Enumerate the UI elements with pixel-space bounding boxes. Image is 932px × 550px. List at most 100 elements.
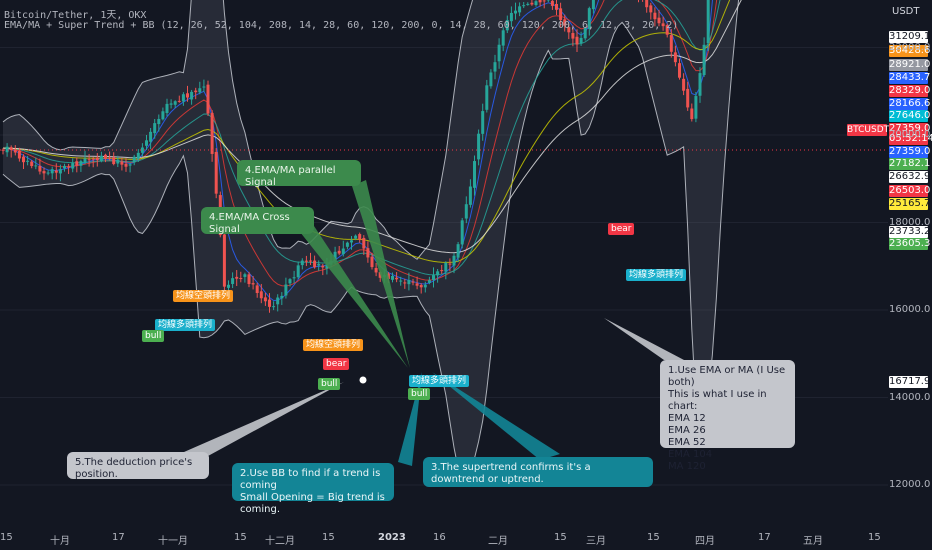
candle-body <box>165 103 169 113</box>
price-label: 27359.0 <box>889 123 931 135</box>
candle-body <box>534 1 538 6</box>
candle-body <box>649 5 653 13</box>
x-tick-label: 15 <box>0 532 13 543</box>
price-label: 25165.7 <box>889 198 931 210</box>
candle-body <box>38 165 42 172</box>
candle-body <box>54 170 58 173</box>
y-tick-label: 16000.0 <box>889 304 931 315</box>
candle-body <box>145 140 148 146</box>
candle-body <box>563 19 567 26</box>
candle-body <box>313 260 317 268</box>
candle-body <box>120 161 124 165</box>
y-tick-label: 12000.0 <box>889 479 931 490</box>
candle-body <box>124 163 128 167</box>
candle-body <box>575 36 579 45</box>
candle-body <box>468 186 472 205</box>
tag-bear-label: bear <box>323 358 350 370</box>
callout-ema-cross: 4.EMA/MA Cross Signal <box>201 207 314 235</box>
candle-body <box>17 150 21 159</box>
candle-body <box>63 165 66 169</box>
candle-body <box>157 118 161 125</box>
x-tick-label: 15 <box>322 532 335 543</box>
candle-body <box>657 17 661 24</box>
candle-body <box>243 274 247 277</box>
price-label: 26632.9 <box>889 171 931 183</box>
x-tick-label: 十月 <box>50 536 70 547</box>
callout-pointer <box>184 382 344 456</box>
symbol-header: Bitcoin/Tether, 1天, OKX <box>4 10 147 21</box>
candle-body <box>669 35 673 52</box>
candle-body <box>296 265 300 278</box>
candle-body <box>116 159 120 164</box>
candle-body <box>292 277 296 279</box>
candle-body <box>378 272 382 278</box>
candle-body <box>214 151 218 194</box>
candle-body <box>403 282 407 284</box>
candle-body <box>50 169 54 174</box>
candle-body <box>653 12 657 20</box>
candle-body <box>464 204 468 219</box>
candle-body <box>210 112 214 154</box>
tag-bear-label: bear <box>608 223 635 235</box>
candle-body <box>222 234 226 287</box>
x-tick-label: 17 <box>758 532 771 543</box>
candle-body <box>13 149 17 153</box>
candle-body <box>186 93 189 98</box>
price-label: 27646.0 <box>889 110 931 122</box>
y-tick-label: 20000.0 <box>889 129 931 140</box>
candle-body <box>526 3 530 5</box>
x-tick-label: 15 <box>647 532 660 543</box>
x-tick-label: 17 <box>112 532 125 543</box>
tag-trend-label: 均線多頭排列 <box>626 269 687 281</box>
candle-body <box>136 152 140 159</box>
candle-body <box>366 248 370 258</box>
grid <box>0 47 888 486</box>
x-tick-label: 五月 <box>803 536 823 547</box>
price-label: 28166.6 <box>889 98 931 110</box>
callout-ema-parallel: 4.EMA/MA parallel Signal <box>237 160 361 188</box>
tag-trend-label: 均線多頭排列 <box>409 375 470 387</box>
candle-body <box>247 274 251 285</box>
tag-bull-label: bull <box>408 388 431 400</box>
candle-body <box>79 161 83 166</box>
candle-body <box>75 161 79 166</box>
candle-body <box>456 244 460 258</box>
candle-body <box>509 12 513 22</box>
candle-body <box>194 90 198 93</box>
candle-body <box>190 91 194 100</box>
price-label: 27359.0 <box>889 146 931 158</box>
axis-unit: USDT <box>892 6 920 17</box>
candle-body <box>350 240 353 243</box>
candle-body <box>518 6 522 13</box>
candle-body <box>284 284 288 296</box>
candle-body <box>571 33 575 39</box>
candle-body <box>538 0 542 3</box>
candle-body <box>304 260 308 262</box>
candle-body <box>95 157 99 161</box>
candle-body <box>444 262 448 272</box>
candle-body <box>665 25 669 35</box>
candle-body <box>579 37 583 44</box>
candle-body <box>591 0 595 10</box>
candle-body <box>481 111 485 134</box>
candle-body <box>341 248 345 255</box>
candle-body <box>460 220 464 245</box>
tag-trend-label: 均線空頭排列 <box>303 339 364 351</box>
callout-pointer <box>300 226 408 368</box>
callout-supertrend: 3.The supertrend confirms it's a downtre… <box>423 457 653 487</box>
candle-body <box>202 86 206 88</box>
candle-body <box>128 164 132 166</box>
candle-body <box>58 169 62 174</box>
price-label: 27182.1 <box>889 158 931 170</box>
candle-body <box>5 146 9 153</box>
y-tick-label: 18000.0 <box>889 216 931 228</box>
candle-body <box>448 263 452 265</box>
candle-body <box>132 156 136 163</box>
candle-body <box>206 84 210 114</box>
candle-body <box>706 0 710 44</box>
candle-body <box>345 242 349 247</box>
candle-body <box>276 297 280 305</box>
candle-body <box>678 63 681 78</box>
candle-body <box>337 250 341 254</box>
